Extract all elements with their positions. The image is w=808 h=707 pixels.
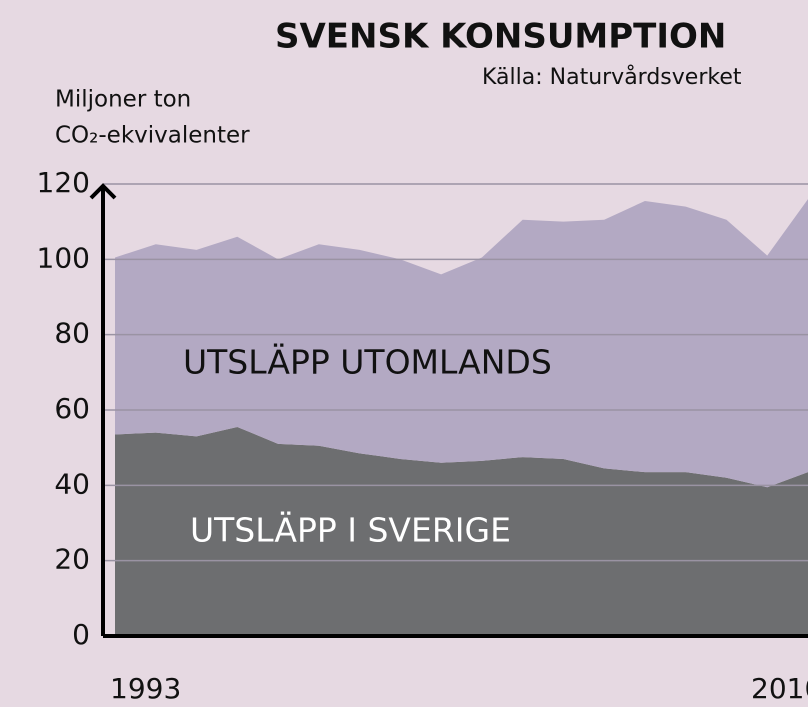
- areas: [115, 199, 808, 636]
- y-tick-label: 60: [54, 392, 90, 425]
- foreground: UTSLÄPP I SVERIGE UTSLÄPP UTOMLANDS 0 20 40 6…: [37, 166, 808, 705]
- source: Källa: Naturvårdsverket: [482, 64, 742, 90]
- y-tick-label: 20: [54, 543, 90, 576]
- y-tick-label: 100: [37, 241, 90, 274]
- y-tick-label: 0: [72, 618, 90, 651]
- series-label: UTSLÄPP I SVERIGE: [190, 511, 511, 550]
- area: [115, 199, 808, 488]
- y-tick-label: 40: [54, 467, 90, 500]
- x-tick-label: 1993: [110, 672, 181, 705]
- y-axis-label: CO₂-ekvivalenter: [55, 123, 250, 149]
- chart-title: SVENSK KONSUMPTION: [275, 17, 726, 57]
- y-axis-label: Miljoner ton: [55, 87, 191, 113]
- grid: [103, 183, 808, 562]
- y-tick-label: 80: [54, 317, 90, 350]
- y-tick-label: 120: [37, 166, 90, 199]
- series-label: UTSLÄPP UTOMLANDS: [183, 343, 552, 382]
- y-axis-arrow: [89, 183, 117, 200]
- area: [115, 426, 808, 636]
- x-tick-label: 2010: [751, 672, 808, 705]
